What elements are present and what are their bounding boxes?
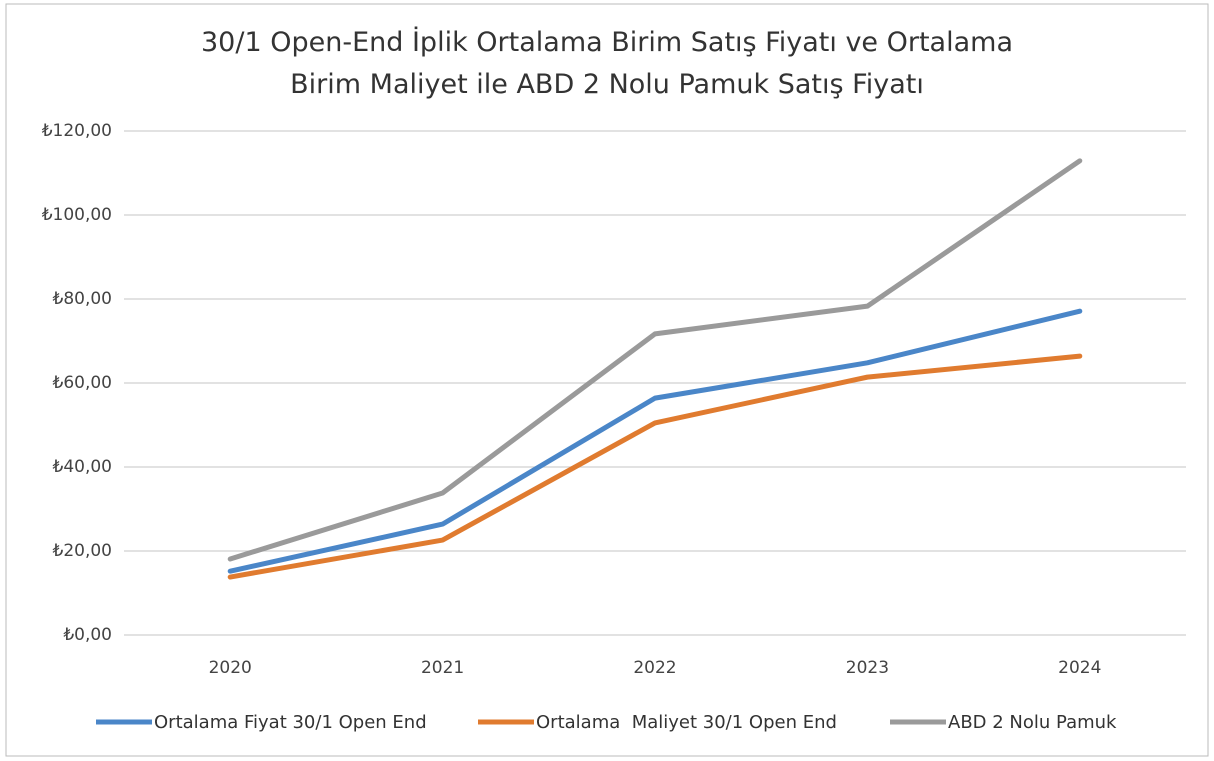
legend-label: Ortalama Fiyat 30/1 Open End — [154, 712, 427, 733]
legend-label: Ortalama Maliyet 30/1 Open End — [536, 712, 837, 733]
chart-title: 30/1 Open-End İplik Ortalama Birim Satış… — [201, 27, 1013, 100]
y-tick-label: ₺100,00 — [42, 205, 112, 225]
y-tick-label: ₺40,00 — [53, 457, 112, 477]
y-tick-label: ₺120,00 — [42, 121, 112, 141]
chart-frame — [5, 3, 1209, 757]
x-tick-label: 2020 — [209, 658, 252, 678]
data-line — [227, 353, 1083, 580]
data-line — [227, 158, 1083, 562]
y-tick-label: ₺80,00 — [53, 289, 112, 309]
x-tick-label: 2022 — [633, 658, 676, 678]
data-line — [227, 308, 1083, 574]
x-tick-label: 2021 — [421, 658, 464, 678]
x-tick-label: 2024 — [1058, 658, 1101, 678]
legend-label: ABD 2 Nolu Pamuk — [948, 712, 1117, 733]
y-tick-label: ₺0,00 — [63, 625, 112, 645]
y-tick-label: ₺20,00 — [53, 541, 112, 561]
x-tick-label: 2023 — [846, 658, 889, 678]
y-tick-label: ₺60,00 — [53, 373, 112, 393]
